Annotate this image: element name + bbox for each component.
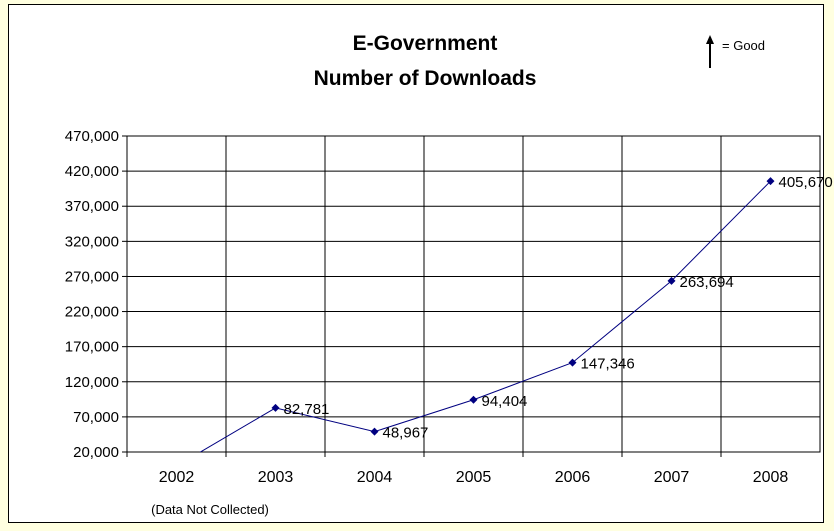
data-label: 147,346 — [581, 356, 635, 373]
y-tick-label: 70,000 — [73, 409, 119, 426]
x-tick-label: 2005 — [456, 469, 492, 486]
plot-area: 470,000 420,000 370,000 320,000 270,000 220,0… — [65, 128, 833, 486]
y-tick-label: 320,000 — [65, 233, 119, 250]
x-tick-label: 2002 — [159, 469, 195, 486]
good-legend-text: = Good — [722, 38, 765, 53]
data-label: 48,967 — [383, 425, 429, 442]
y-tick-label: 170,000 — [65, 339, 119, 356]
data-point — [469, 395, 478, 404]
good-direction-icon — [706, 35, 714, 68]
data-label: 263,694 — [680, 274, 734, 291]
data-point — [667, 276, 676, 285]
x-tick-label: 2004 — [357, 469, 393, 486]
x-tick-label: 2003 — [258, 469, 294, 486]
y-tick-label: 270,000 — [65, 268, 119, 285]
y-tick-label: 20,000 — [73, 444, 119, 461]
chart-frame — [8, 4, 824, 523]
x-tick-label: 2007 — [654, 469, 690, 486]
chart-title: E-Government — [353, 32, 498, 55]
data-point — [370, 427, 379, 436]
y-tick-label: 470,000 — [65, 128, 119, 145]
y-tick-label: 220,000 — [65, 304, 119, 321]
y-tick-label: 420,000 — [65, 163, 119, 180]
category-note: (Data Not Collected) — [151, 502, 269, 517]
plot-border — [126, 135, 821, 453]
y-tick-label: 370,000 — [65, 198, 119, 215]
data-point — [271, 403, 280, 412]
x-tick-label: 2006 — [555, 469, 591, 486]
series-line — [199, 180, 771, 452]
data-point — [568, 358, 577, 367]
x-tick-label: 2008 — [753, 469, 789, 486]
chart-subtitle: Number of Downloads — [314, 67, 537, 90]
data-label: 82,781 — [284, 401, 330, 418]
data-point — [766, 177, 775, 186]
data-label: 405,670 — [779, 174, 833, 191]
data-label: 94,404 — [482, 393, 528, 410]
y-tick-label: 120,000 — [65, 374, 119, 391]
